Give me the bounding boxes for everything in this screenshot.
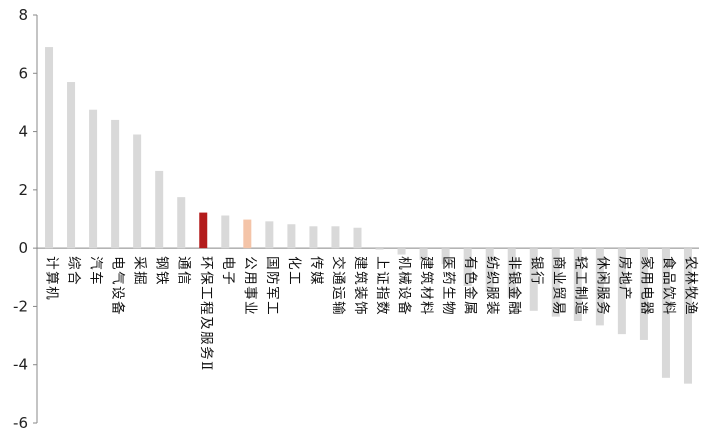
y-tick-label: 2 xyxy=(18,181,28,199)
x-tick-label: 休闲服务 xyxy=(594,256,610,316)
x-tick-label: 汽车 xyxy=(88,256,105,286)
bar xyxy=(661,248,670,378)
bar xyxy=(309,226,318,249)
bar xyxy=(529,248,538,311)
bar xyxy=(199,212,208,249)
bar xyxy=(67,82,76,249)
bar xyxy=(331,226,340,249)
bar xyxy=(111,119,120,249)
bar xyxy=(507,248,516,298)
bar xyxy=(419,248,428,260)
x-tick-label: 纺织服装 xyxy=(484,256,500,316)
x-tick-label: 有色金属 xyxy=(462,256,479,316)
x-tick-label: 家用电器 xyxy=(638,256,655,316)
x-tick-label: 医药生物 xyxy=(440,256,456,316)
x-tick-label: 采掘 xyxy=(132,256,148,286)
x-tick-label: 上证指数 xyxy=(374,256,390,316)
x-tick-label: 建筑装饰 xyxy=(352,256,368,316)
x-tick-label: 国防军工 xyxy=(264,256,280,316)
y-tick-label: 8 xyxy=(18,6,28,24)
y-tick-label: -4 xyxy=(13,356,28,374)
y-tick-label: -2 xyxy=(13,297,28,315)
x-tick-label: 化工 xyxy=(286,256,302,286)
y-tick-label: 0 xyxy=(18,239,28,257)
x-tick-label: 非银金融 xyxy=(506,256,522,316)
bar xyxy=(265,221,274,249)
x-tick-label: 综合 xyxy=(66,256,82,286)
bar xyxy=(375,248,384,250)
bar xyxy=(485,248,494,292)
x-tick-label: 机械设备 xyxy=(396,256,413,316)
bar xyxy=(397,248,406,255)
bar xyxy=(243,219,252,249)
bar xyxy=(595,248,604,326)
x-tick-label: 电气设备 xyxy=(110,256,127,316)
y-tick-label: 6 xyxy=(18,64,28,82)
bar xyxy=(221,215,230,249)
x-tick-label: 建筑材料 xyxy=(418,256,434,316)
bar xyxy=(551,248,560,317)
x-axis-labels: 计算机 综合 汽车 电气设备 采掘 钢铁 通信 环保工程及服务Ⅱ 电子 公用事业 国防军工 化工 传媒交… xyxy=(44,256,699,372)
bar xyxy=(155,170,164,249)
x-tick-label: 公用事业 xyxy=(242,256,258,316)
bar xyxy=(463,248,472,287)
x-tick-label: 轻工制造 xyxy=(572,256,588,316)
bar xyxy=(353,227,362,249)
x-tick-label: 银行 xyxy=(528,256,544,286)
x-tick-label: 计算机 xyxy=(44,256,60,301)
bar xyxy=(177,197,186,249)
x-tick-label: 交通运输 xyxy=(330,256,347,316)
bar xyxy=(89,109,98,249)
bar xyxy=(133,134,142,249)
bar xyxy=(617,248,626,335)
bar xyxy=(287,224,296,249)
y-tick-label: -6 xyxy=(13,414,28,432)
x-tick-label: 食品饮料 xyxy=(660,256,677,316)
x-tick-label: 环保工程及服务Ⅱ xyxy=(198,256,214,372)
x-tick-label: 房地产 xyxy=(616,256,632,301)
x-tick-label: 传媒 xyxy=(308,256,324,286)
y-tick-label: 4 xyxy=(18,123,28,141)
x-tick-label: 通信 xyxy=(176,256,192,286)
bar xyxy=(573,248,582,321)
x-tick-label: 电子 xyxy=(220,256,236,286)
x-tick-label: 钢铁 xyxy=(154,256,170,286)
y-axis: -6 -4 -2 0 2 4 6 8 xyxy=(13,6,699,432)
bar xyxy=(683,248,692,384)
bar xyxy=(639,248,648,340)
x-tick-label: 商业贸易 xyxy=(550,256,566,316)
bar xyxy=(45,47,54,249)
bar xyxy=(441,248,450,265)
x-tick-label: 农林牧渔 xyxy=(682,256,698,316)
bars xyxy=(45,47,692,384)
